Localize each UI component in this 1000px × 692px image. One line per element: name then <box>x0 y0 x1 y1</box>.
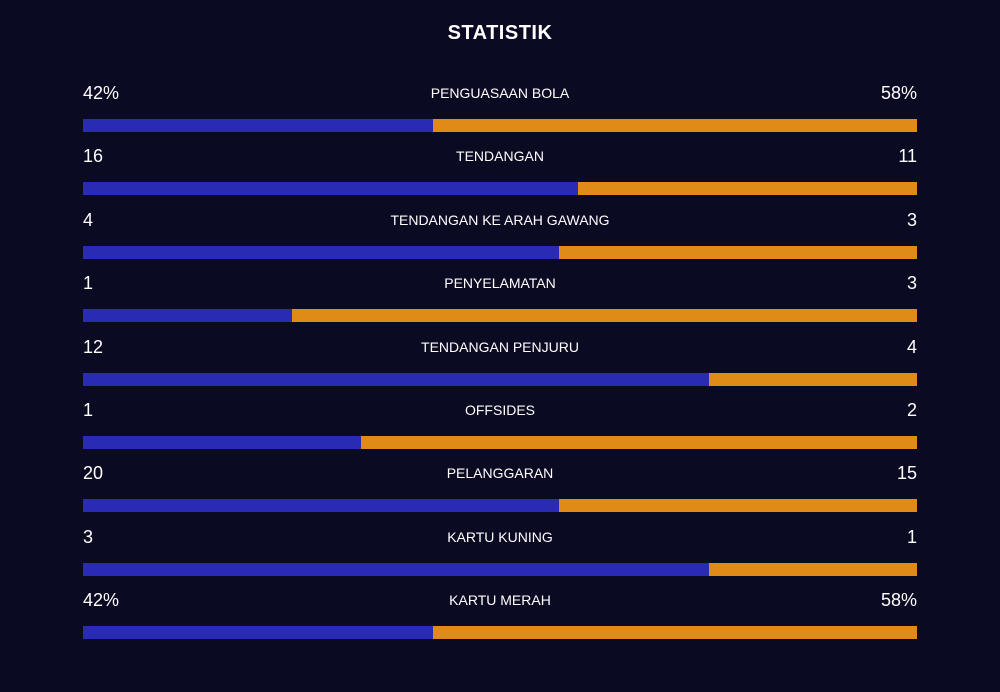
stat-row-kartu-merah: 42% KARTU MERAH 58% <box>83 587 917 650</box>
home-value: 16 <box>83 146 104 167</box>
away-value: 15 <box>896 463 917 484</box>
stat-label: KARTU MERAH <box>449 592 551 609</box>
comparison-bar <box>83 309 917 323</box>
stat-list: 42% PENGUASAAN BOLA 58% 16 TENDANGAN 11 … <box>83 80 917 651</box>
stat-row-pelanggaran: 20 PELANGGARAN 15 <box>83 460 917 523</box>
away-value: 3 <box>906 273 917 294</box>
home-value: 20 <box>83 463 104 484</box>
comparison-bar <box>83 626 917 640</box>
home-value: 12 <box>83 336 104 357</box>
home-value: 42% <box>83 83 120 103</box>
stat-row-kartu-kuning: 3 KARTU KUNING 1 <box>83 524 917 587</box>
home-value: 3 <box>83 526 94 547</box>
home-value: 4 <box>83 209 94 230</box>
page-title: STATISTIK <box>447 22 553 44</box>
home-bar-fill <box>83 119 434 132</box>
stat-label: TENDANGAN <box>456 148 544 165</box>
comparison-bar <box>83 182 917 196</box>
stat-label: PELANGGARAN <box>446 465 554 482</box>
stat-label: PENGUASAAN BOLA <box>430 85 570 101</box>
home-bar-fill <box>83 245 560 259</box>
stat-row-tendangan: 16 TENDANGAN 11 <box>83 143 917 206</box>
stat-label: TENDANGAN KE ARAH GAWANG <box>390 211 610 228</box>
stat-label: KARTU KUNING <box>447 528 553 545</box>
away-value: 4 <box>906 336 917 357</box>
home-bar-fill <box>83 499 560 513</box>
home-value: 1 <box>83 399 94 420</box>
stat-row-offsides: 1 OFFSIDES 2 <box>83 397 917 460</box>
stat-row-penyelamatan: 1 PENYELAMATAN 3 <box>83 270 917 333</box>
home-bar-fill <box>83 435 361 449</box>
stat-row-tendangan-penjuru: 12 TENDANGAN PENJURU 4 <box>83 334 917 397</box>
stat-label: OFFSIDES <box>464 401 535 418</box>
away-value: 58% <box>880 590 917 611</box>
comparison-bar <box>83 245 917 259</box>
home-bar-fill <box>83 182 578 196</box>
stat-label: PENYELAMATAN <box>444 275 556 292</box>
comparison-bar <box>83 372 917 386</box>
home-bar-fill <box>83 562 709 576</box>
away-value: 58% <box>880 83 917 103</box>
comparison-bar <box>83 435 917 449</box>
comparison-bar <box>83 119 917 132</box>
home-bar-fill <box>83 309 292 323</box>
home-bar-fill <box>83 626 434 640</box>
stat-row-penguasaan-bola: 42% PENGUASAAN BOLA 58% <box>83 80 917 143</box>
comparison-bar <box>83 562 917 576</box>
away-value: 3 <box>906 209 917 230</box>
away-value: 1 <box>906 526 917 547</box>
away-value: 11 <box>898 146 917 167</box>
home-value: 1 <box>83 273 94 294</box>
away-value: 2 <box>906 399 917 420</box>
stat-row-tendangan-ke-arah-gawang: 4 TENDANGAN KE ARAH GAWANG 3 <box>83 207 917 270</box>
comparison-bar <box>83 499 917 513</box>
stat-label: TENDANGAN PENJURU <box>421 338 579 355</box>
home-value: 42% <box>83 590 120 611</box>
home-bar-fill <box>83 372 709 386</box>
